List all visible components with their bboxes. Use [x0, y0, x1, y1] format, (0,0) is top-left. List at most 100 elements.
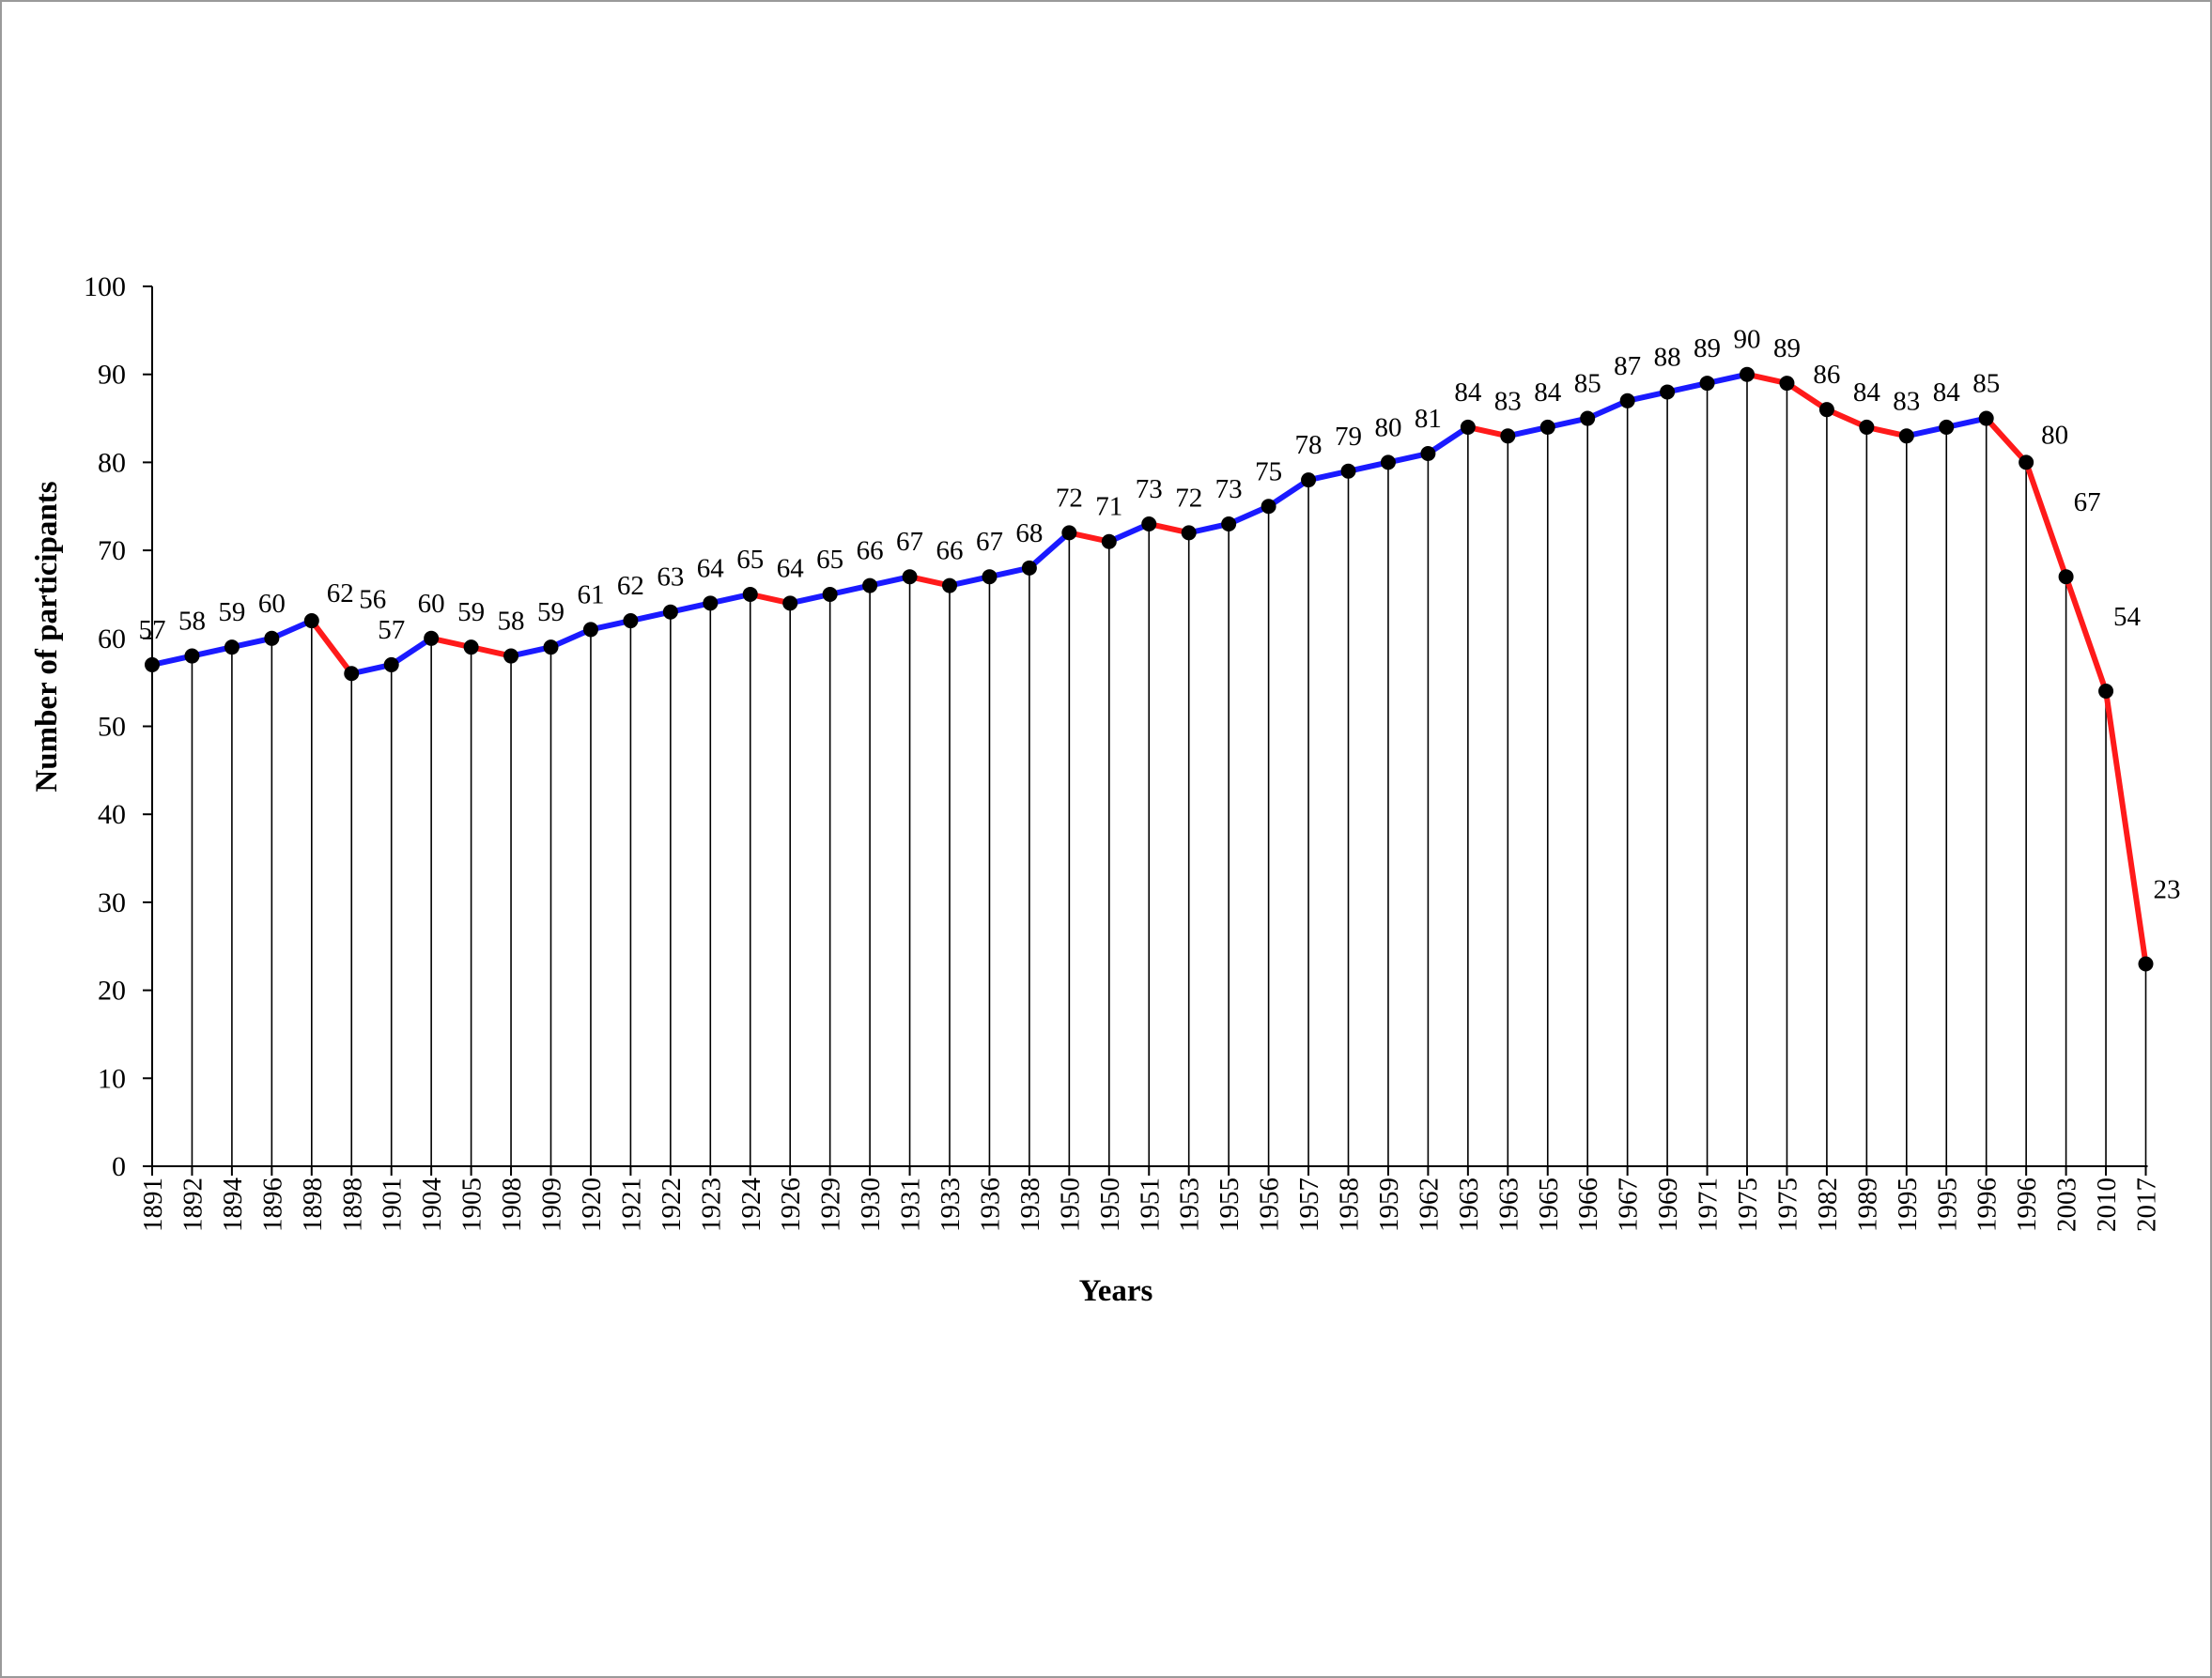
data-point — [1978, 410, 1994, 426]
data-point — [503, 648, 519, 664]
data-point — [1660, 384, 1676, 400]
data-label: 57 — [139, 615, 166, 645]
data-label: 85 — [1972, 369, 2000, 399]
x-tick-label: 1929 — [816, 1178, 846, 1232]
x-tick-label: 1951 — [1135, 1178, 1165, 1232]
x-tick-label: 1908 — [497, 1178, 527, 1232]
x-tick-label: 1924 — [736, 1178, 766, 1233]
data-label: 73 — [1215, 474, 1243, 504]
data-label: 67 — [896, 527, 923, 557]
x-tick-label: 1989 — [1852, 1178, 1882, 1232]
data-point — [1580, 410, 1596, 426]
x-tick-label: 1920 — [577, 1178, 607, 1232]
x-tick-label: 2010 — [2092, 1178, 2122, 1232]
data-label: 84 — [1534, 377, 1562, 408]
x-tick-label: 1931 — [896, 1178, 926, 1232]
data-point — [1181, 525, 1197, 541]
x-tick-label: 1930 — [856, 1178, 886, 1232]
data-label: 57 — [378, 615, 405, 645]
y-tick-label: 70 — [98, 535, 126, 566]
series-segment-decrease — [2023, 459, 2069, 580]
data-label: 90 — [1734, 325, 1761, 355]
data-label: 75 — [1255, 456, 1282, 486]
data-point — [982, 569, 998, 585]
y-tick-label: 40 — [98, 799, 126, 830]
x-tick-label: 1996 — [2012, 1178, 2042, 1232]
data-label: 85 — [1574, 369, 1601, 399]
data-point — [582, 622, 598, 638]
y-tick-label: 60 — [98, 623, 126, 654]
data-point — [383, 656, 399, 672]
data-label: 65 — [736, 545, 764, 575]
x-tick-label: 1966 — [1573, 1178, 1603, 1232]
data-point — [822, 586, 838, 602]
data-point — [543, 639, 559, 655]
data-point — [1460, 419, 1476, 435]
data-label: 79 — [1335, 422, 1362, 452]
x-tick-label: 1905 — [457, 1178, 487, 1232]
y-tick-label: 90 — [98, 360, 126, 391]
data-label: 65 — [816, 545, 843, 575]
data-label: 81 — [1415, 404, 1442, 434]
x-tick-label: 1975 — [1733, 1178, 1763, 1232]
x-tick-label: 1922 — [657, 1178, 687, 1232]
x-tick-label: 1967 — [1614, 1178, 1644, 1232]
y-axis-ticks: 0 10 20 30 40 50 60 70 80 90 100 — [84, 271, 152, 1182]
data-label: 83 — [1494, 386, 1522, 416]
data-point — [1619, 393, 1635, 408]
data-label: 80 — [2041, 420, 2068, 450]
y-tick-label: 20 — [98, 976, 126, 1007]
data-label: 64 — [777, 553, 805, 583]
x-tick-label: 1891 — [138, 1178, 168, 1232]
data-point — [463, 639, 479, 655]
data-point — [902, 569, 918, 585]
data-label: 62 — [327, 578, 354, 608]
x-tick-label: 1904 — [417, 1178, 447, 1233]
x-tick-label: 1965 — [1534, 1178, 1564, 1232]
data-point — [782, 595, 798, 611]
series-segment-increase — [1265, 477, 1312, 510]
data-point — [2098, 684, 2114, 700]
x-tick-label: 1933 — [936, 1178, 966, 1232]
x-tick-label: 1892 — [178, 1178, 208, 1232]
data-point — [303, 613, 319, 629]
y-tick-label: 80 — [98, 447, 126, 478]
data-label: 71 — [1095, 492, 1122, 522]
series-segment-decrease — [2103, 688, 2149, 967]
data-label: 23 — [2154, 874, 2181, 904]
drop-lines — [151, 374, 2147, 1166]
data-point — [1261, 499, 1276, 515]
data-point — [1021, 560, 1037, 576]
x-tick-label: 1975 — [1772, 1178, 1802, 1232]
data-label: 83 — [1893, 386, 1920, 416]
data-point — [1141, 516, 1157, 531]
series-segment-increase — [388, 635, 435, 668]
series-segment-decrease — [308, 618, 355, 677]
data-label: 58 — [178, 607, 206, 637]
data-label: 62 — [617, 571, 644, 601]
data-point — [1939, 419, 1955, 435]
data-label: 78 — [1295, 430, 1323, 460]
x-tick-label: 1950 — [1055, 1178, 1085, 1232]
data-label: 72 — [1175, 483, 1202, 513]
data-point — [184, 648, 200, 664]
data-label: 56 — [359, 584, 386, 614]
data-point — [1699, 376, 1715, 392]
data-point — [1539, 419, 1555, 435]
data-label: 73 — [1136, 474, 1163, 504]
y-tick-label: 10 — [98, 1063, 126, 1094]
data-point — [1500, 428, 1516, 444]
x-tick-label: 1959 — [1374, 1178, 1404, 1232]
x-tick-label: 1956 — [1255, 1178, 1285, 1232]
data-label: 89 — [1694, 333, 1721, 363]
data-label: 66 — [936, 536, 964, 566]
data-point — [1101, 533, 1117, 549]
x-tick-label: 1926 — [776, 1178, 806, 1232]
x-tick-label: 1955 — [1214, 1178, 1245, 1232]
data-label: 67 — [976, 527, 1003, 557]
x-tick-label: 1969 — [1653, 1178, 1683, 1232]
data-label: 60 — [258, 589, 286, 619]
series-segment-decrease — [1784, 380, 1830, 413]
data-point — [1898, 428, 1914, 444]
